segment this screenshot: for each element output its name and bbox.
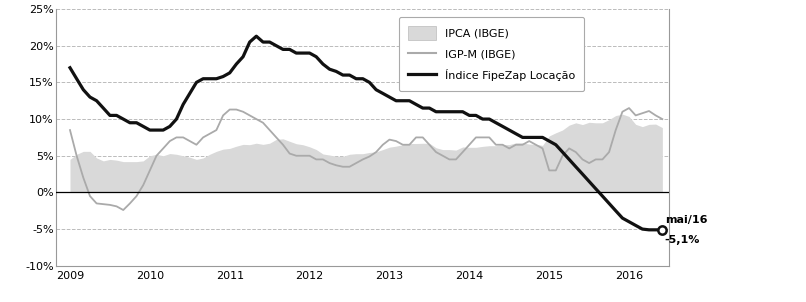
Legend: IPCA (IBGE), IGP-M (IBGE), Índice FipeZap Locação: IPCA (IBGE), IGP-M (IBGE), Índice FipeZa… — [399, 17, 584, 91]
Text: -5,1%: -5,1% — [665, 235, 700, 245]
Text: mai/16: mai/16 — [665, 215, 707, 225]
